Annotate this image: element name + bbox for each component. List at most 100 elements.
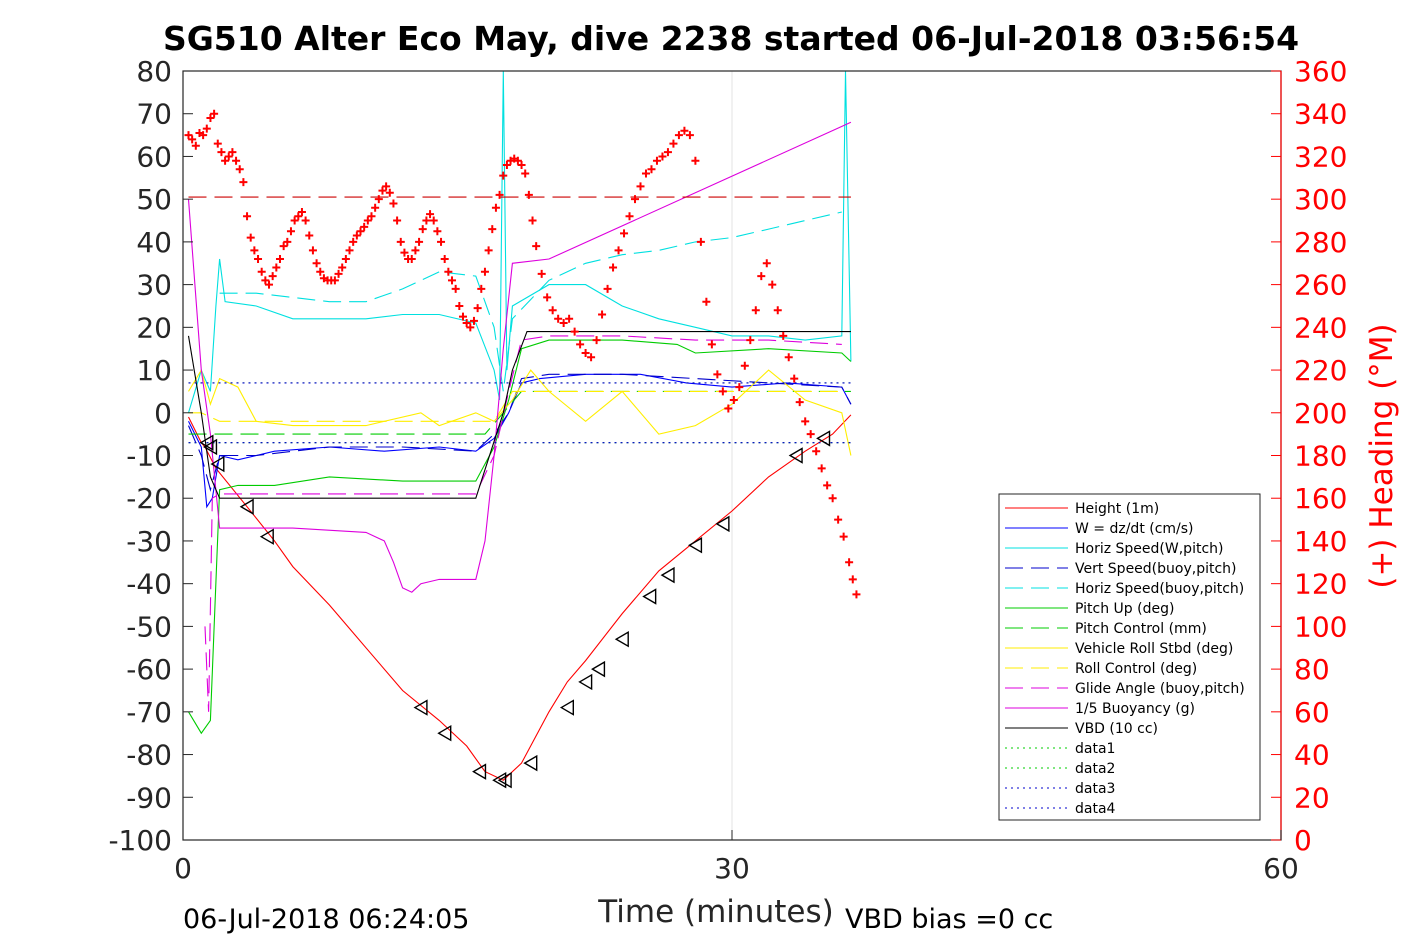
heading-point <box>429 216 438 225</box>
heading-point <box>823 481 832 490</box>
heading-point <box>371 203 380 212</box>
left-tick-label: 30 <box>136 269 172 302</box>
left-tick-label: -70 <box>126 696 172 729</box>
heading-point <box>444 267 453 276</box>
heading-point <box>495 190 504 199</box>
right-tick-label: 300 <box>1294 183 1347 216</box>
heading-point <box>389 199 398 208</box>
waypoint-marker <box>210 455 225 473</box>
heading-point <box>559 319 568 328</box>
heading-point <box>458 312 467 321</box>
heading-point <box>537 269 546 278</box>
series-line <box>187 70 852 413</box>
legend-label: data1 <box>1075 741 1115 757</box>
legend-label: data3 <box>1075 781 1115 797</box>
heading-point <box>680 126 689 135</box>
legend-label: Vehicle Roll Stbd (deg) <box>1075 641 1233 657</box>
heading-point <box>232 156 241 165</box>
heading-point <box>382 182 391 191</box>
heading-point <box>480 267 489 276</box>
footer-vbd-bias: VBD bias =0 cc <box>845 904 1053 935</box>
heading-point <box>614 246 623 255</box>
heading-point <box>609 263 618 272</box>
heading-point <box>437 237 446 246</box>
legend-label: W = dz/dt (cm/s) <box>1075 521 1194 537</box>
waypoint-marker <box>203 438 218 456</box>
waypoint-marker <box>715 515 730 533</box>
heading-point <box>652 156 661 165</box>
heading-point <box>341 254 350 263</box>
right-tick-label: 60 <box>1294 696 1330 729</box>
heading-point <box>400 248 409 257</box>
right-tick-label: 180 <box>1294 440 1347 473</box>
heading-point <box>806 430 815 439</box>
right-tick-label: 40 <box>1294 739 1330 772</box>
heading-point <box>272 263 281 272</box>
x-tick-label: 60 <box>1263 852 1299 885</box>
heading-point <box>415 237 424 246</box>
waypoint-marker <box>688 536 703 554</box>
heading-point <box>268 272 277 281</box>
heading-point <box>239 178 248 187</box>
heading-point <box>448 276 457 285</box>
heading-point <box>440 254 449 263</box>
left-tick-label: 40 <box>136 226 172 259</box>
x-tick-label: 30 <box>714 852 750 885</box>
heading-point <box>751 306 760 315</box>
waypoint-marker <box>437 724 452 742</box>
heading-point <box>286 227 295 236</box>
right-tick-label: 20 <box>1294 781 1330 814</box>
right-tick-label: 200 <box>1294 397 1347 430</box>
heading-point <box>210 109 219 118</box>
right-tick-label: 360 <box>1294 55 1347 88</box>
heading-point <box>330 276 339 285</box>
heading-point <box>422 216 431 225</box>
heading-point <box>254 254 263 263</box>
heading-point <box>768 280 777 289</box>
heading-point <box>316 267 325 276</box>
heading-point <box>407 254 416 263</box>
waypoint-marker <box>413 699 428 716</box>
heading-point <box>532 242 541 251</box>
heading-point <box>199 131 208 140</box>
heading-point <box>581 348 590 357</box>
right-tick-label: 80 <box>1294 653 1330 686</box>
heading-point <box>801 417 810 426</box>
legend-label: 1/5 Buoyancy (g) <box>1075 701 1195 717</box>
heading-point <box>393 216 402 225</box>
heading-point <box>378 186 387 195</box>
heading-point <box>206 113 215 122</box>
heading-point <box>367 212 376 221</box>
heading-point <box>570 327 579 336</box>
right-tick-label: 160 <box>1294 482 1347 515</box>
legend-label: Horiz Speed(W,pitch) <box>1075 541 1223 557</box>
heading-point <box>352 231 361 240</box>
legend-label: Roll Control (deg) <box>1075 661 1197 677</box>
heading-point <box>718 387 727 396</box>
heading-point <box>235 165 244 174</box>
heading-point <box>202 124 211 133</box>
heading-point <box>674 131 683 140</box>
right-tick-label: 320 <box>1294 140 1347 173</box>
heading-point <box>275 254 284 263</box>
legend-label: Vert Speed(buoy,pitch) <box>1075 561 1237 577</box>
heading-point <box>735 383 744 392</box>
heading-point <box>852 590 861 599</box>
waypoint-marker <box>816 430 831 447</box>
left-tick-label: 70 <box>136 98 172 131</box>
heading-point <box>524 190 533 199</box>
heading-point <box>658 152 667 161</box>
heading-point <box>517 160 526 169</box>
right-tick-label: 0 <box>1294 824 1312 857</box>
waypoint-marker <box>578 673 593 691</box>
heading-point <box>845 558 854 567</box>
heading-point <box>713 370 722 379</box>
heading-point <box>631 195 640 204</box>
heading-point <box>812 447 821 456</box>
left-tick-label: -50 <box>126 610 172 643</box>
heading-point <box>462 319 471 328</box>
heading-point <box>641 169 650 178</box>
heading-point <box>221 156 230 165</box>
heading-point <box>363 216 372 225</box>
heading-point <box>762 259 771 268</box>
